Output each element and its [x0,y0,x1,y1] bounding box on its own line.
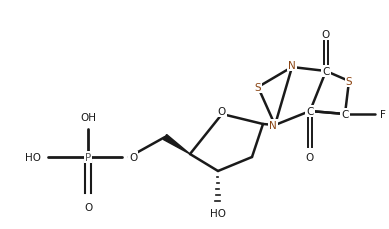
Text: C: C [341,109,349,120]
Text: N: N [288,61,296,71]
Text: O: O [84,202,92,212]
Text: O: O [322,30,330,40]
Text: S: S [346,77,352,87]
Text: P: P [85,152,91,162]
Text: HO: HO [210,208,226,218]
Text: OH: OH [80,112,96,123]
Text: N: N [269,120,277,131]
Text: O: O [306,152,314,162]
Text: O: O [129,152,137,162]
Text: C: C [306,106,314,117]
Text: C: C [322,67,330,77]
Text: HO: HO [25,152,41,162]
Text: S: S [255,83,261,93]
Text: O: O [218,106,226,117]
Polygon shape [163,135,190,154]
Text: F: F [380,109,386,120]
